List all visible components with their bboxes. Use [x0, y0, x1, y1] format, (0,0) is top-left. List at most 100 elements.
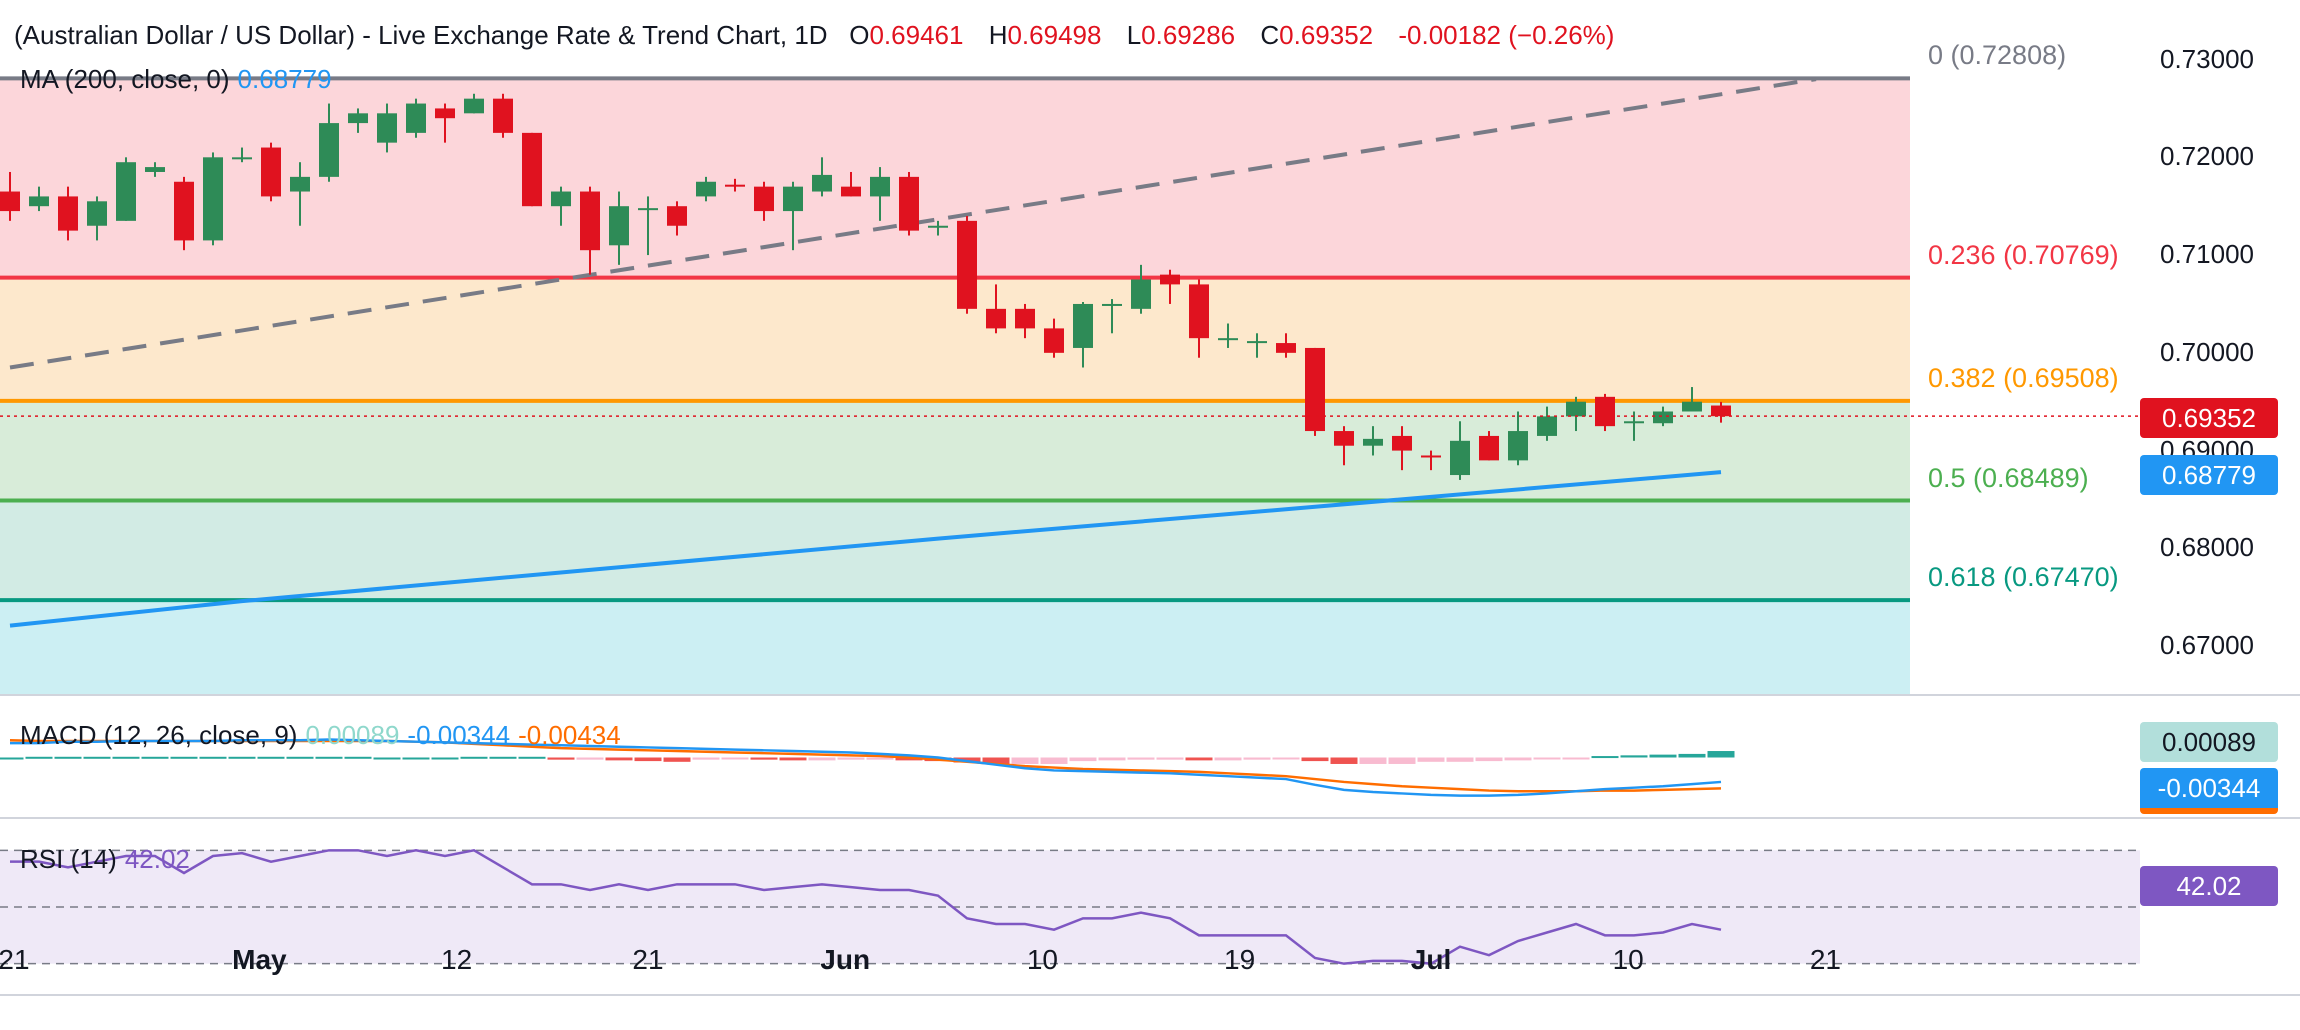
candle-up — [1363, 438, 1383, 446]
macd-hist-bar — [1040, 757, 1068, 764]
macd-line-tag: -0.00344 — [2140, 768, 2278, 814]
candle-up — [1566, 401, 1586, 417]
price-tick-label: 0.68000 — [2160, 532, 2254, 563]
candle-up — [870, 176, 890, 197]
candle-down — [1334, 431, 1354, 446]
fib-zone — [0, 78, 1910, 278]
candle-up — [116, 162, 136, 221]
macd-hist-bar — [895, 757, 923, 761]
macd-hist-bar — [1011, 757, 1039, 764]
ma-legend[interactable]: MA (200, close, 0) 0.68779 — [20, 64, 332, 95]
price-tick-label: 0.67000 — [2160, 630, 2254, 661]
price-tick-label: 0.71000 — [2160, 239, 2254, 270]
macd-hist-bar — [1330, 757, 1358, 764]
candle-up — [551, 191, 571, 207]
macd-legend-macd: -0.00344 — [407, 720, 511, 750]
fib-zone — [0, 277, 1910, 401]
macd-hist-bar — [170, 756, 198, 759]
fib-zone — [0, 600, 1910, 695]
candle-down — [1276, 343, 1296, 353]
macd-hist-bar — [1649, 754, 1677, 758]
macd-hist-bar — [1475, 757, 1503, 762]
candle-down — [1479, 435, 1499, 461]
macd-hist-bar — [1127, 757, 1155, 760]
macd-hist-bar — [1417, 757, 1445, 762]
candle-down — [1421, 455, 1441, 458]
macd-hist-bar — [1707, 751, 1735, 758]
symbol-title[interactable]: (Australian Dollar / US Dollar) - Live E… — [14, 20, 828, 50]
candle-down — [493, 98, 513, 133]
macd-hist-bar — [1562, 757, 1590, 760]
high-value: 0.69498 — [1007, 20, 1102, 50]
close-value: 0.69352 — [1279, 20, 1374, 50]
macd-hist-bar — [750, 757, 778, 760]
macd-hist-bar — [634, 757, 662, 762]
macd-hist-bar — [344, 756, 372, 759]
macd-hist-bar — [83, 756, 111, 759]
candle-down — [0, 191, 20, 212]
open-value: 0.69461 — [869, 20, 964, 50]
candle-down — [261, 147, 281, 197]
time-tick-label: 19 — [1224, 944, 1256, 975]
candle-down — [1015, 308, 1035, 329]
candle-up — [319, 123, 339, 177]
ma-price-tag: 0.68779 — [2140, 455, 2278, 495]
macd-hist-bar — [982, 757, 1010, 764]
macd-hist-bar — [576, 757, 604, 760]
ma200-path — [9, 470, 1722, 628]
fibonacci-zones — [0, 76, 1910, 695]
candle-down — [754, 186, 774, 212]
rsi-legend[interactable]: RSI (14) 42.02 — [20, 844, 190, 875]
last-price-tag: 0.69352 — [2140, 398, 2278, 438]
macd-hist-bar — [315, 756, 343, 759]
macd-hist-bar — [1301, 757, 1329, 762]
rsi-tag: 42.02 — [2140, 866, 2278, 906]
price-tick-label: 0.70000 — [2160, 336, 2254, 367]
fib-level-label: 0.618 (0.67470) — [1928, 562, 2119, 593]
low-value: 0.69286 — [1141, 20, 1236, 50]
candle-up — [1102, 303, 1122, 306]
candle-up — [783, 186, 803, 212]
rsi-legend-label: RSI (14) — [20, 844, 117, 874]
macd-hist-bar — [1591, 756, 1619, 759]
candle-up — [638, 208, 658, 211]
macd-legend[interactable]: MACD (12, 26, close, 9) 0.00089 -0.00344 -0… — [20, 720, 621, 751]
candle-down — [841, 186, 861, 197]
candle-up — [1624, 421, 1644, 424]
macd-hist-bar — [141, 756, 169, 759]
macd-hist-bar — [692, 757, 720, 760]
macd-hist-bar — [1359, 757, 1387, 764]
macd-hist-bar — [605, 757, 633, 761]
macd-pane — [0, 738, 1735, 797]
time-tick-label: 10 — [1026, 944, 1058, 975]
macd-hist-bar — [1272, 757, 1300, 760]
ma-legend-value: 0.68779 — [237, 64, 332, 94]
macd-hist-bar — [1678, 753, 1706, 758]
macd-hist-bar — [518, 756, 546, 759]
time-tick-label: 10 — [1612, 944, 1644, 975]
candle-down — [957, 220, 977, 309]
macd-hist-bar — [402, 757, 430, 760]
candle-down — [667, 206, 687, 226]
macd-line — [10, 738, 1722, 797]
candle-up — [609, 206, 629, 246]
candle-up — [1247, 341, 1267, 344]
macd-hist-bar — [837, 757, 865, 760]
candle-up — [406, 103, 426, 133]
chart-header: (Australian Dollar / US Dollar) - Live E… — [14, 20, 1614, 51]
time-tick-label: 21 — [632, 944, 664, 975]
high-label: H — [988, 20, 1008, 50]
low-label: L — [1126, 20, 1142, 50]
time-tick-label: 21 — [0, 944, 30, 975]
macd-hist-bar — [663, 757, 691, 762]
macd-hist-bar — [431, 757, 459, 760]
candle-up — [348, 113, 368, 124]
macd-hist-bar — [1156, 757, 1184, 760]
rsi-line — [10, 849, 1722, 965]
macd-hist-bar — [779, 757, 807, 761]
close-label: C — [1260, 20, 1280, 50]
candle-up — [812, 174, 832, 192]
candle-up — [1537, 416, 1557, 436]
macd-hist-bar — [866, 757, 894, 760]
